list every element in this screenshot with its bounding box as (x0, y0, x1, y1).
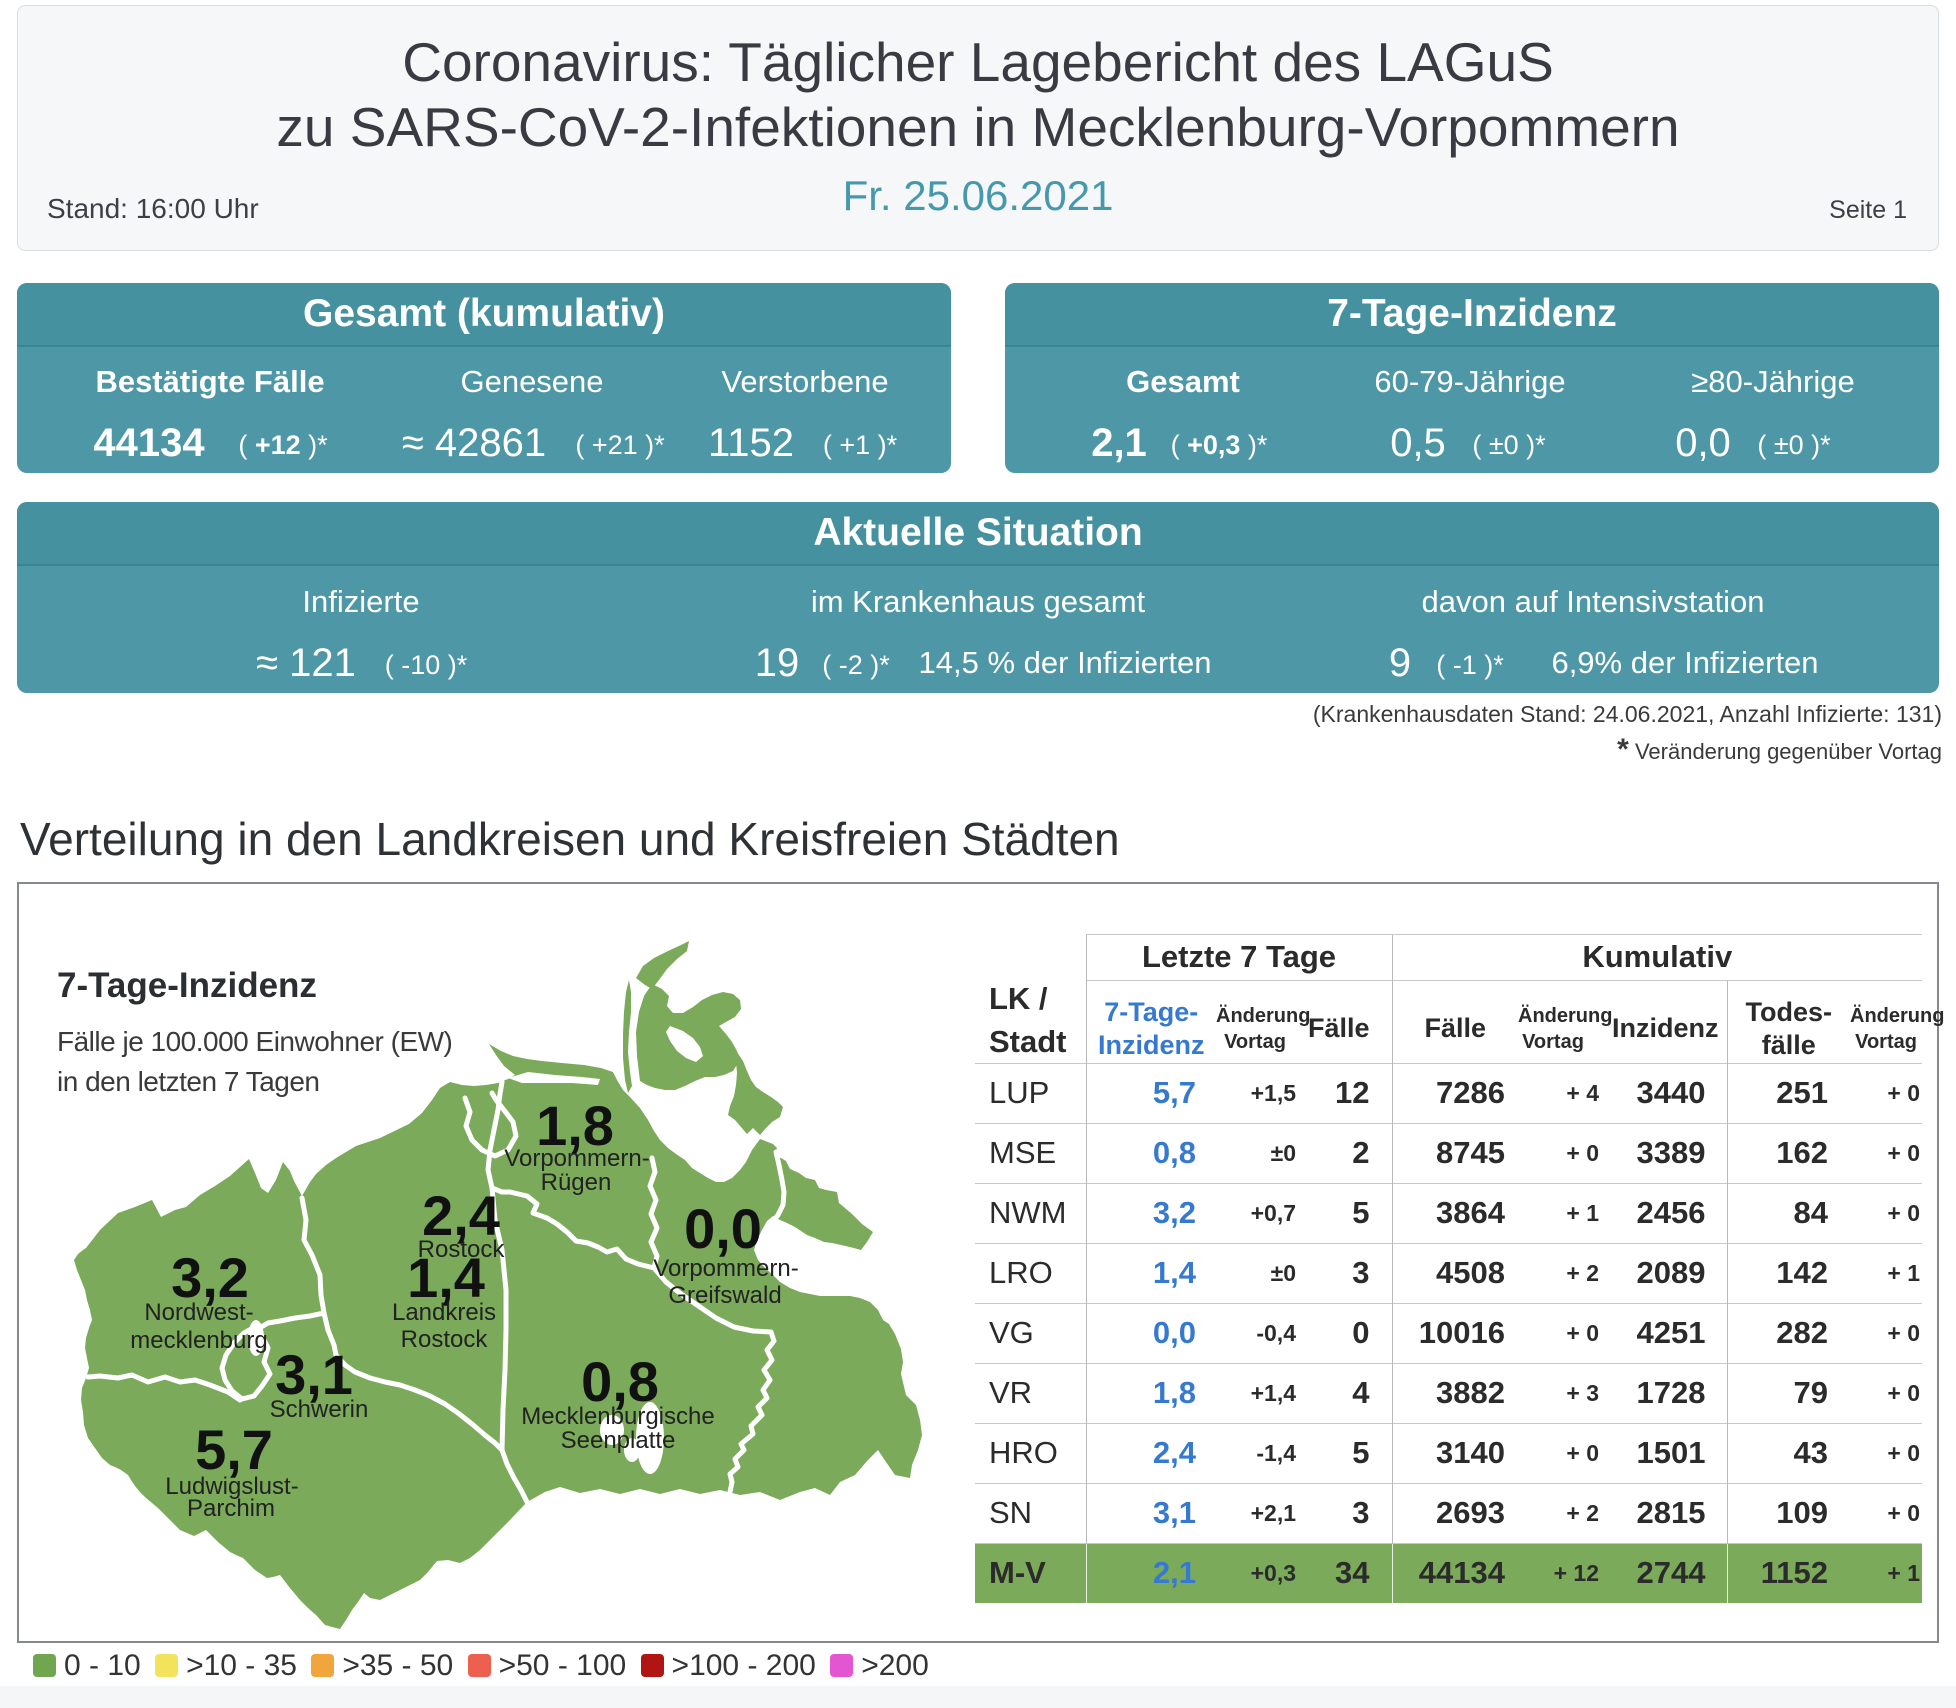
svg-text:Vorpommern-: Vorpommern- (653, 1255, 798, 1282)
svg-text:Schwerin: Schwerin (270, 1396, 369, 1423)
svg-text:Rostock: Rostock (401, 1326, 489, 1353)
svg-text:Vorpommern-: Vorpommern- (504, 1145, 649, 1172)
svg-text:Rügen: Rügen (541, 1169, 612, 1196)
svg-text:5,7: 5,7 (195, 1418, 273, 1481)
svg-text:Nordwest-: Nordwest- (144, 1299, 253, 1326)
svg-text:mecklenburg: mecklenburg (130, 1327, 267, 1354)
svg-text:3,2: 3,2 (171, 1246, 249, 1309)
svg-text:Greifswald: Greifswald (668, 1282, 781, 1309)
svg-text:0,8: 0,8 (581, 1350, 659, 1413)
svg-text:Rostock: Rostock (418, 1236, 506, 1263)
svg-text:Seenplatte: Seenplatte (561, 1427, 676, 1454)
svg-text:Parchim: Parchim (187, 1495, 275, 1522)
svg-text:Mecklenburgische: Mecklenburgische (521, 1403, 714, 1430)
svg-text:2,4: 2,4 (422, 1184, 500, 1247)
svg-text:0,0: 0,0 (684, 1197, 762, 1260)
svg-text:1,4: 1,4 (407, 1246, 485, 1309)
svg-text:3,1: 3,1 (275, 1343, 353, 1406)
svg-text:Landkreis: Landkreis (392, 1299, 496, 1326)
svg-text:1,8: 1,8 (536, 1094, 614, 1157)
svg-text:Ludwigslust-: Ludwigslust- (165, 1473, 298, 1500)
